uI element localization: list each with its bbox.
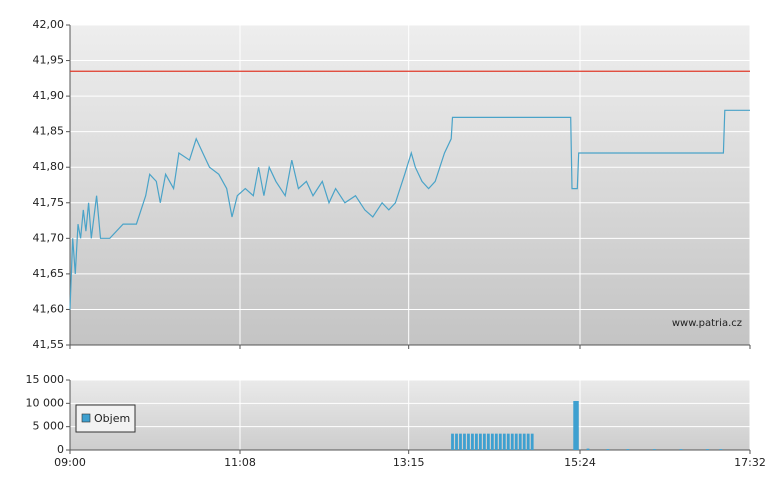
volume-bar — [530, 433, 534, 450]
volume-bar — [494, 433, 498, 450]
volume-bar — [719, 449, 723, 450]
volume-bar — [514, 433, 518, 450]
volume-bar — [502, 433, 506, 450]
x-tick-label: 13:15 — [393, 456, 425, 469]
legend-swatch — [81, 413, 91, 423]
y-tick-label: 41,90 — [33, 89, 65, 102]
volume-bar — [478, 433, 482, 450]
volume-bar — [482, 433, 486, 450]
y-tick-label: 15 000 — [26, 373, 65, 386]
volume-bar — [626, 449, 630, 450]
y-tick-label: 41,65 — [33, 267, 65, 280]
y-tick-label: 41,60 — [33, 302, 65, 315]
legend-label: Objem — [94, 412, 130, 425]
x-tick-label: 09:00 — [54, 456, 86, 469]
watermark: www.patria.cz — [672, 318, 742, 329]
volume-bar — [506, 433, 510, 450]
y-tick-label: 42,00 — [33, 18, 65, 31]
y-tick-label: 41,80 — [33, 160, 65, 173]
volume-bar — [463, 433, 466, 450]
volume-bar — [606, 449, 610, 450]
volume-bar — [706, 449, 709, 450]
volume-bar — [498, 433, 502, 450]
volume-bar — [459, 433, 462, 450]
volume-bar — [652, 449, 656, 450]
volume-bar — [455, 433, 458, 450]
volume-bar — [526, 433, 530, 450]
volume-bar — [586, 448, 590, 450]
volume-bar — [486, 433, 490, 450]
y-tick-label: 41,70 — [33, 231, 65, 244]
y-tick-label: 41,95 — [33, 54, 65, 67]
volume-bar — [451, 433, 454, 450]
legend: Objem — [75, 404, 136, 433]
price-line — [69, 109, 750, 310]
volume-bar — [471, 433, 474, 450]
y-tick-label: 5 000 — [33, 420, 65, 433]
y-tick-label: 41,55 — [33, 338, 65, 351]
volume-bar — [490, 433, 494, 450]
volume-bar — [518, 433, 522, 450]
y-tick-label: 41,75 — [33, 196, 65, 209]
x-tick-label: 11:08 — [224, 456, 256, 469]
x-tick-label: 17:32 — [734, 456, 766, 469]
volume-bar — [575, 401, 579, 450]
y-tick-label: 10 000 — [26, 396, 65, 409]
x-tick-label: 15:24 — [564, 456, 596, 469]
y-tick-label: 0 — [57, 443, 64, 456]
volume-bar — [475, 433, 478, 450]
volume-plot-area — [70, 380, 750, 450]
volume-bar — [679, 449, 683, 450]
volume-bar — [573, 401, 577, 450]
volume-bar — [510, 433, 514, 450]
plot-area — [70, 25, 750, 345]
volume-bar — [467, 433, 470, 450]
volume-bar — [522, 433, 526, 450]
y-tick-label: 41,85 — [33, 125, 65, 138]
